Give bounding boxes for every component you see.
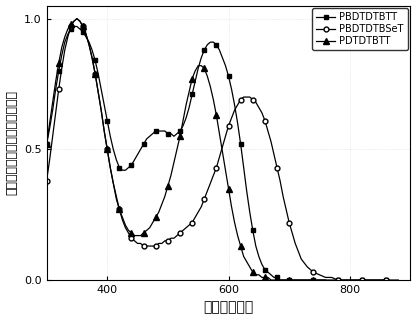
PDTDTBTT xyxy=(44,142,49,146)
PBDTDTBSeT xyxy=(196,210,201,214)
PBDTDTBTT xyxy=(277,278,282,282)
PBDTDTBSeT xyxy=(138,242,143,245)
Line: PDTDTBTT: PDTDTBTT xyxy=(44,16,328,283)
Y-axis label: 归一化的吸收强度（任意单位）: 归一化的吸收强度（任意单位） xyxy=(5,90,19,195)
PBDTDTBSeT xyxy=(205,189,210,193)
PDTDTBTT xyxy=(323,278,328,282)
PBDTDTBSeT xyxy=(44,179,49,183)
PBDTDTBTT xyxy=(72,25,77,28)
PBDTDTBSeT xyxy=(396,278,401,282)
PDTDTBTT xyxy=(156,210,161,214)
PDTDTBTT xyxy=(74,17,79,20)
PBDTDTBTT xyxy=(214,43,219,47)
PBDTDTBSeT xyxy=(126,231,131,235)
PDTDTBTT xyxy=(123,223,128,227)
PBDTDTBSeT xyxy=(74,17,79,20)
PDTDTBTT xyxy=(89,56,94,60)
PBDTDTBTT xyxy=(53,87,58,91)
PDTDTBTT xyxy=(105,148,110,151)
PBDTDTBSeT xyxy=(117,208,122,212)
Legend: PBDTDTBTT, PBDTDTBSeT, PDTDTBTT: PBDTDTBTT, PBDTDTBSeT, PDTDTBTT xyxy=(312,8,408,50)
Line: PBDTDTBSeT: PBDTDTBSeT xyxy=(44,16,401,283)
PBDTDTBTT xyxy=(65,32,70,36)
PDTDTBTT xyxy=(268,278,273,282)
Line: PBDTDTBTT: PBDTDTBTT xyxy=(45,24,388,282)
PBDTDTBSeT xyxy=(281,195,286,198)
PDTDTBTT xyxy=(260,276,265,279)
PBDTDTBTT xyxy=(44,142,49,146)
X-axis label: 波长（纳米）: 波长（纳米） xyxy=(203,300,254,315)
PBDTDTBTT xyxy=(123,168,128,172)
PBDTDTBTT xyxy=(193,79,198,83)
PBDTDTBTT xyxy=(384,278,389,282)
PDTDTBTT xyxy=(178,134,183,138)
PBDTDTBSeT xyxy=(335,278,340,282)
PBDTDTBTT xyxy=(272,276,277,279)
